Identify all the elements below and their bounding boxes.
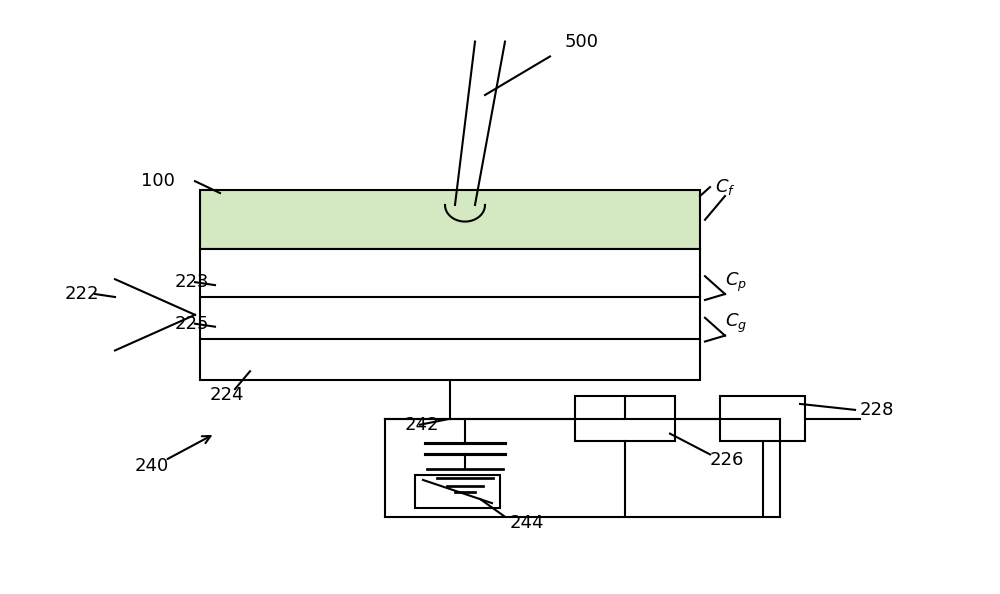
Text: 228: 228 <box>860 401 894 419</box>
Text: $C_g$: $C_g$ <box>725 312 747 336</box>
Text: 225: 225 <box>175 315 210 333</box>
Text: 100: 100 <box>141 172 175 190</box>
Text: 500: 500 <box>565 33 599 50</box>
Text: 222: 222 <box>65 285 100 303</box>
Text: 240: 240 <box>135 457 169 475</box>
Text: 224: 224 <box>210 386 244 404</box>
Text: $C_p$: $C_p$ <box>725 270 747 294</box>
Bar <box>200 249 700 380</box>
Text: 244: 244 <box>510 514 544 532</box>
Bar <box>200 190 700 249</box>
Text: 223: 223 <box>175 273 210 291</box>
Bar <box>415 475 500 508</box>
Text: 226: 226 <box>710 451 744 469</box>
Bar <box>720 396 805 441</box>
Text: 242: 242 <box>405 416 440 434</box>
Text: $C_f$: $C_f$ <box>715 177 736 197</box>
Bar <box>575 396 675 441</box>
